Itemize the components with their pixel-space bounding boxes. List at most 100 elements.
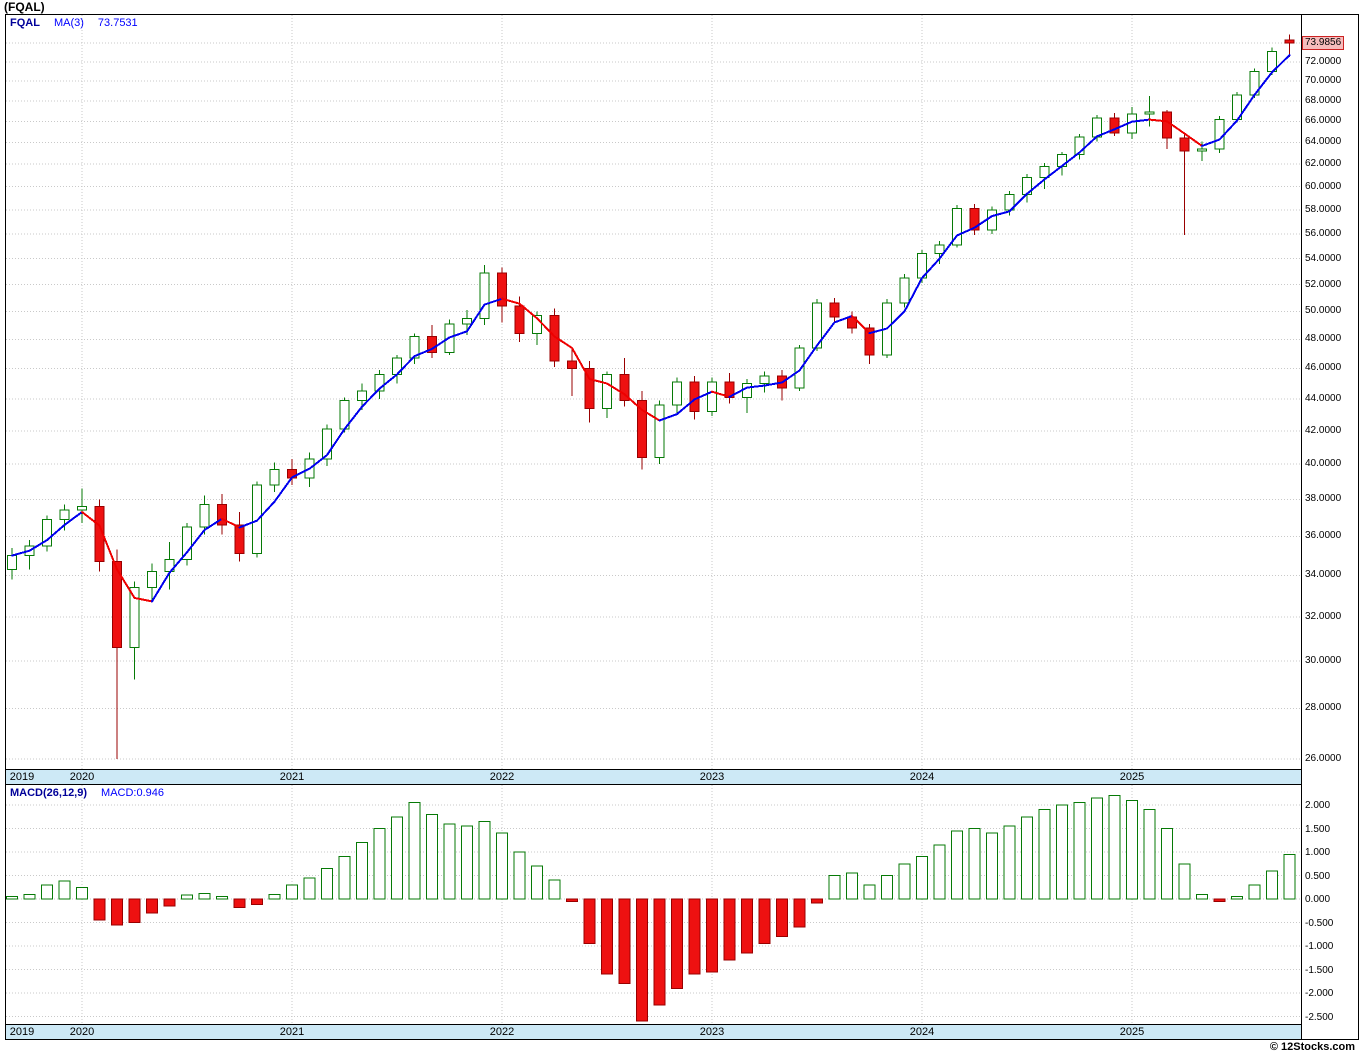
ma3-line-segment <box>361 387 381 408</box>
price-axis-label: 48.0000 <box>1305 333 1342 345</box>
macd-bar <box>93 898 106 921</box>
price-axis-label: 72.0000 <box>1305 55 1342 67</box>
ma3-line-segment <box>168 551 188 574</box>
candle-body <box>182 526 192 560</box>
macd-bar <box>1038 809 1051 900</box>
year-label: 2021 <box>279 1026 305 1038</box>
macd-bar <box>566 898 578 902</box>
macd-bar <box>1231 896 1243 900</box>
ma3-line-segment <box>606 382 626 396</box>
macd-bar <box>111 898 123 926</box>
ma3-line-segment <box>798 344 818 372</box>
candle-body <box>147 570 157 589</box>
candle-body <box>567 360 577 369</box>
macd-axis-label: -0.500 <box>1305 917 1334 929</box>
price-axis-label: 60.0000 <box>1305 180 1342 192</box>
copyright-link[interactable]: © 12Stocks.com <box>1269 1041 1355 1053</box>
candle-body <box>199 504 210 528</box>
ma3-line-segment <box>536 317 556 338</box>
price-axis-label: 36.0000 <box>1305 530 1342 542</box>
macd-legend: MACD(26,12,9) MACD:0.946 <box>10 787 164 799</box>
macd-bar <box>76 886 88 900</box>
ma3-line-segment <box>291 467 311 479</box>
ma3-line-segment <box>46 523 66 542</box>
candle-body <box>7 555 17 570</box>
macd-bar <box>828 875 841 900</box>
candle-body <box>217 504 227 526</box>
candle-body <box>1284 39 1295 44</box>
candle-body <box>654 404 665 458</box>
year-label: 2023 <box>699 1026 725 1038</box>
candle-body <box>602 373 612 409</box>
macd-bar <box>723 898 736 961</box>
price-axis-label: 32.0000 <box>1305 610 1342 622</box>
macd-axis-label: -2.500 <box>1305 1011 1334 1023</box>
ma3-line-segment <box>973 215 993 229</box>
year-label: 2020 <box>69 1026 95 1038</box>
macd-bar <box>1056 804 1068 900</box>
macd-bar <box>793 898 806 928</box>
year-label: 2019 <box>9 771 35 783</box>
macd-bar <box>1213 898 1226 902</box>
macd-bar <box>986 832 998 900</box>
candle-body <box>812 302 822 349</box>
macd-bar <box>426 813 438 900</box>
year-label: 2025 <box>1119 771 1145 783</box>
macd-bar <box>128 898 141 923</box>
chart-column: FQAL MA(3) 73.7531 2019 2020 2021 2022 2023 202… <box>5 14 1302 1040</box>
macd-bar <box>601 898 613 975</box>
price-axis-label: 54.0000 <box>1305 252 1342 264</box>
ma3-line-segment <box>728 386 748 398</box>
candle-body <box>637 399 647 458</box>
macd-bar <box>513 851 526 900</box>
ma3-line-segment <box>1008 192 1028 213</box>
macd-axis-label: 0.000 <box>1305 894 1331 905</box>
macd-bar <box>146 898 158 914</box>
ma3-line-segment <box>501 297 521 305</box>
ma3-line-segment <box>518 302 538 320</box>
ma3-line-segment <box>308 454 328 470</box>
ma3-line-segment <box>221 517 241 529</box>
candle-body <box>1039 165 1050 179</box>
macd-bar <box>1021 816 1033 900</box>
macd-chart-svg <box>6 785 1301 1023</box>
ma3-line-segment <box>63 511 83 526</box>
axis-column: 73.9856 74.000072.000070.000068.000066.0… <box>1302 14 1359 1040</box>
price-axis-label: 42.0000 <box>1305 424 1342 436</box>
macd-bar <box>968 828 981 900</box>
candle-body <box>532 315 542 335</box>
ma3-line-segment <box>256 500 276 522</box>
macd-bar <box>636 898 648 1022</box>
macd-axis-label: -1.000 <box>1305 941 1334 952</box>
candle-body <box>94 506 105 562</box>
macd-bar <box>776 898 788 938</box>
ma3-line-segment <box>378 373 398 390</box>
last-price-tag: 73.9856 <box>1302 36 1345 51</box>
ma3-line-segment <box>553 335 573 349</box>
ma3-line-segment <box>466 303 486 333</box>
candle-body <box>409 335 420 359</box>
macd-bar <box>251 898 263 906</box>
ma3-line-segment <box>571 346 591 380</box>
macd-bar <box>1283 854 1296 900</box>
price-axis-label: 30.0000 <box>1305 655 1342 667</box>
price-panel: FQAL MA(3) 73.7531 <box>5 14 1302 770</box>
ma3-line-segment <box>658 413 678 422</box>
candle-body <box>969 208 980 231</box>
macd-bar <box>706 898 718 973</box>
ma3-line-segment <box>693 390 713 401</box>
price-axis-label: 34.0000 <box>1305 569 1342 581</box>
macd-bar <box>338 856 351 900</box>
macd-bar <box>41 884 53 900</box>
page-title: (FQAL) <box>4 0 45 14</box>
ma3-line-segment <box>1131 118 1151 123</box>
candle-body <box>1179 137 1190 152</box>
macd-bar <box>548 879 561 900</box>
candle-body <box>1197 148 1207 152</box>
year-label: 2022 <box>489 771 515 783</box>
candle-body <box>864 327 875 356</box>
year-label: 2023 <box>699 771 725 783</box>
macd-bar <box>811 898 823 904</box>
candle-body <box>987 209 997 231</box>
price-chart-svg <box>6 15 1301 769</box>
